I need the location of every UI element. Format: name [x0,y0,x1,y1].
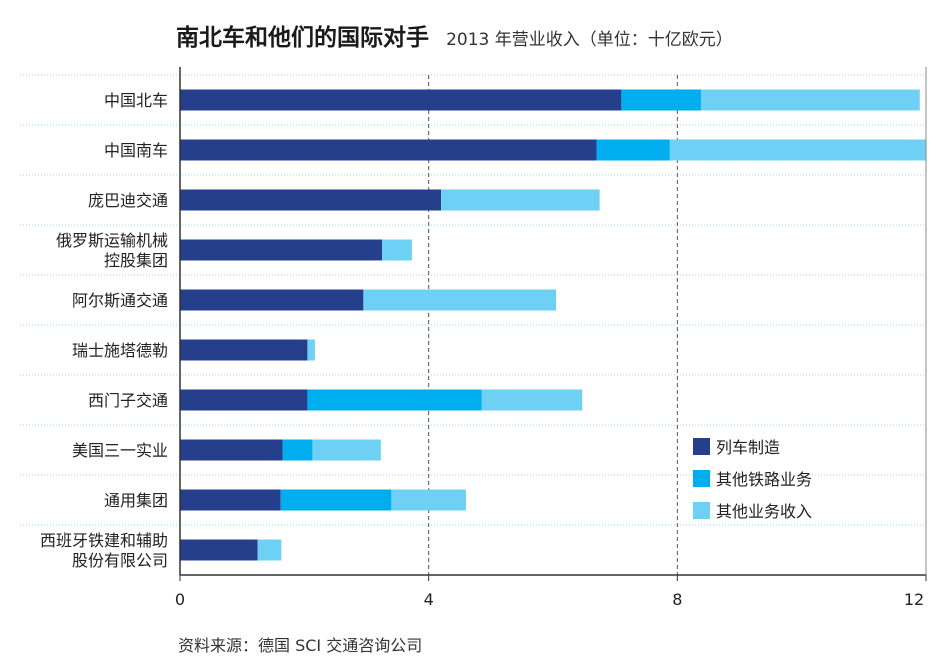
legend-label-other: 其他业务收入 [716,502,813,521]
bar-segment [282,439,313,461]
bar-segment [621,89,701,111]
legend-label-train: 列车制造 [716,438,781,457]
legend-swatch-train [693,437,710,455]
category-label: 西班牙铁建和辅助股份有限公司 [40,531,168,570]
bar-segment [180,89,622,111]
source-note: 资料来源：德国 SCI 交通咨询公司 [178,636,423,655]
x-tick-label: 8 [672,590,682,609]
chart-title: 南北车和他们的国际对手 [176,25,429,51]
bar-segment [180,189,442,211]
bar-segment [180,539,258,561]
category-label: 中国北车 [104,91,168,110]
bar-segment [257,539,282,561]
bar-segment [180,489,281,511]
bar-segment [180,439,283,461]
bar-segment [180,339,308,361]
legend-item-rail: 其他铁路业务 [693,462,812,494]
category-label: 瑞士施塔德勒 [72,341,168,360]
category-label-line: 美国三一实业 [72,441,168,460]
category-labels: 中国北车中国南车庞巴迪交通俄罗斯运输机械控股集团阿尔斯通交通瑞士施塔德勒西门子交… [40,91,168,570]
category-label-line: 通用集团 [104,491,168,510]
header: 南北车和他们的国际对手 2013 年营业收入（单位：十亿欧元） [176,18,733,52]
bar-segment [180,139,597,161]
legend: 列车制造 其他铁路业务 其他业务收入 [693,430,812,526]
bar-segment [363,289,557,311]
bar-segment [669,139,926,161]
category-label: 俄罗斯运输机械控股集团 [56,231,168,270]
category-label: 西门子交通 [88,391,168,410]
category-label-line: 中国北车 [104,91,168,110]
category-label-line: 俄罗斯运输机械 [56,231,168,250]
gridlines [20,74,926,575]
bar-segment [312,439,381,461]
bar-segment [382,239,412,261]
legend-swatch-rail [693,469,710,487]
bar-segment [481,389,583,411]
x-tick-label: 12 [904,590,924,609]
legend-item-other: 其他业务收入 [693,494,812,526]
category-label-line: 庞巴迪交通 [88,191,168,210]
category-label: 阿尔斯通交通 [72,291,168,310]
category-label-line: 西门子交通 [88,391,168,410]
bar-segment [180,239,383,261]
category-label: 美国三一实业 [72,441,168,460]
bar-segment [596,139,670,161]
category-label: 中国南车 [104,141,168,160]
x-tick-label: 0 [175,590,185,609]
bar-segment [307,339,315,361]
category-label-line: 股份有限公司 [72,551,168,570]
bar-segment [391,489,466,511]
category-label-line: 控股集团 [104,251,168,270]
category-label-line: 西班牙铁建和辅助 [40,531,168,550]
chart-subtitle: 2013 年营业收入（单位：十亿欧元） [446,30,733,50]
legend-label-rail: 其他铁路业务 [716,470,813,489]
legend-item-train: 列车制造 [693,430,812,462]
category-label-line: 中国南车 [104,141,168,160]
category-label: 通用集团 [104,491,168,510]
bar-segment [280,489,392,511]
legend-swatch-other [693,501,710,519]
bar-segment [180,389,308,411]
bar-segment [700,89,920,111]
bars [180,89,926,561]
x-tick-label: 4 [424,590,434,609]
bar-segment [441,189,600,211]
bar-segment [307,389,482,411]
category-label-line: 阿尔斯通交通 [72,291,168,310]
category-label: 庞巴迪交通 [88,191,168,210]
x-tick-labels: 0 4 8 12 [175,590,924,609]
category-label-line: 瑞士施塔德勒 [72,341,168,360]
axes [179,67,927,581]
bar-segment [180,289,364,311]
